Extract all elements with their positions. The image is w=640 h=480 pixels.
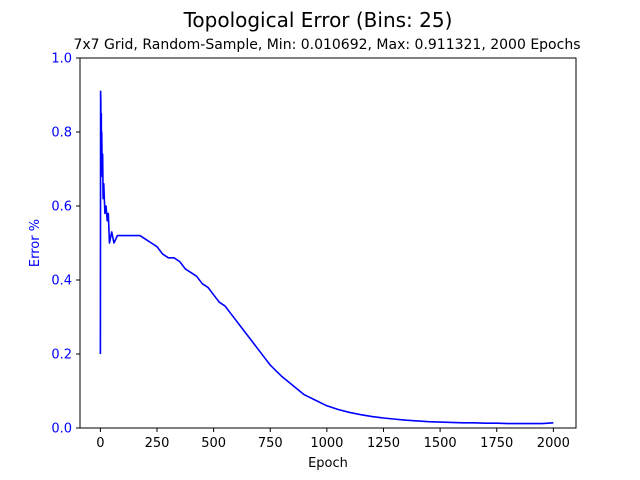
chart-subtitle: 7x7 Grid, Random-Sample, Min: 0.010692, …: [73, 37, 580, 53]
x-tick-label: 1500: [424, 436, 457, 451]
y-tick-label: 0.0: [51, 422, 72, 437]
y-tick-label: 0.4: [51, 274, 72, 289]
x-axis-ticks: 0 250 500 750 1000 1250 1500 1750 2000: [96, 428, 570, 451]
chart-title: Topological Error (Bins: 25): [183, 8, 453, 32]
x-tick-label: 500: [201, 436, 226, 451]
x-axis-label: Epoch: [308, 456, 348, 471]
plot-frame: [79, 57, 577, 429]
y-axis-label: Error %: [28, 219, 43, 267]
x-tick-label: 1250: [367, 436, 400, 451]
y-axis-ticks: 0.0 0.2 0.4 0.6 0.8 1.0: [51, 52, 80, 437]
y-tick-label: 0.2: [51, 348, 72, 363]
x-tick-label: 0: [96, 436, 104, 451]
y-tick-label: 0.8: [51, 126, 72, 141]
x-tick-label: 2000: [537, 436, 570, 451]
series-line-error: [99, 90, 554, 425]
x-tick-label: 750: [258, 436, 283, 451]
x-tick-label: 1000: [310, 436, 343, 451]
x-tick-label: 250: [145, 436, 170, 451]
x-tick-label: 1750: [480, 436, 513, 451]
y-tick-label: 1.0: [51, 52, 72, 67]
y-tick-label: 0.6: [51, 200, 72, 215]
